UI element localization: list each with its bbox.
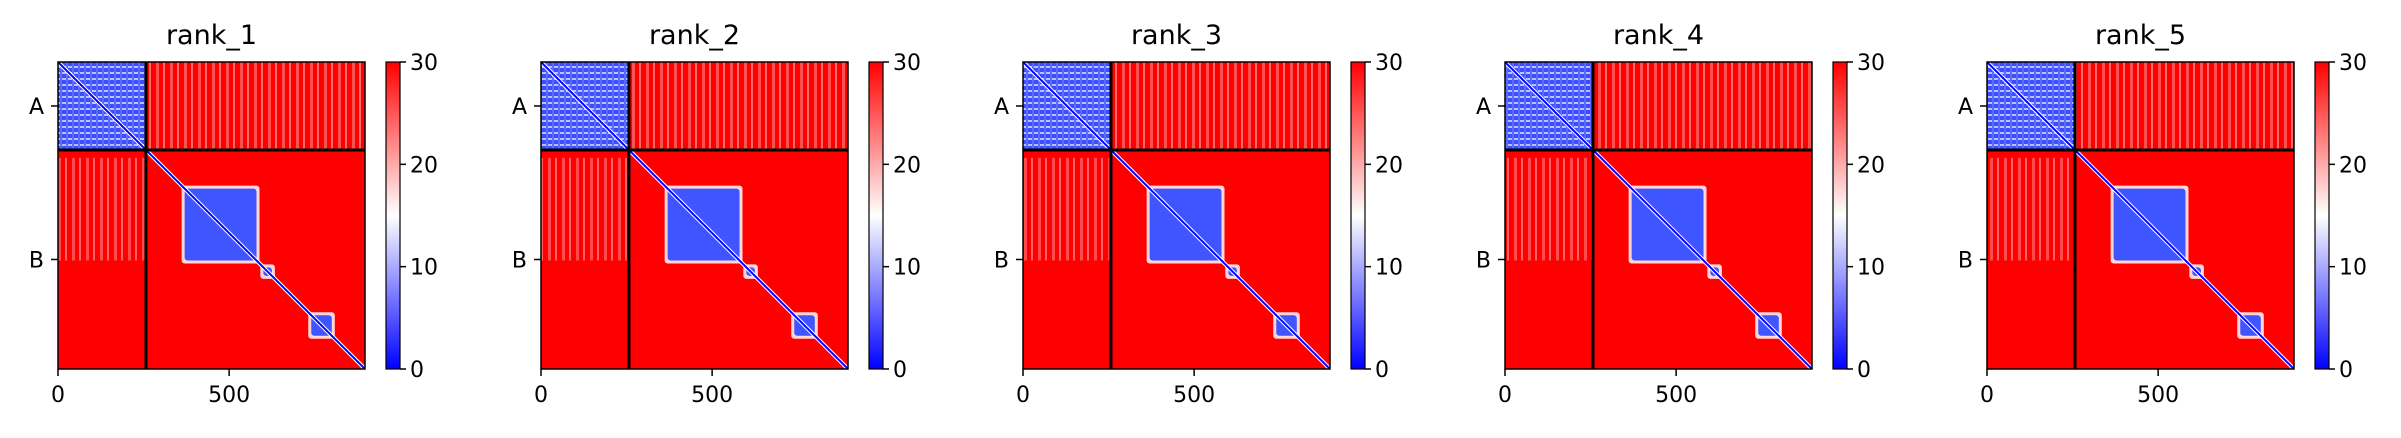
heatmap-image [58,62,365,369]
colorbar [385,61,401,370]
colorbar-tick-label: 30 [410,51,438,76]
diagonal [58,62,365,369]
y-tick-label: B [512,248,527,273]
panel-title: rank_2 [649,20,740,51]
y-tick-label: A [994,95,1009,120]
colorbar-tick-label: 0 [1857,358,1871,383]
diagonal [541,62,848,369]
heatmap-image [1505,62,1812,369]
heatmap-panel-4: rank_4 0 500 A B 0 10 20 30 [1476,20,1885,408]
heatmap-image [1987,62,2294,369]
diagonal [1505,62,1812,369]
inter-chain-region-ba [541,157,629,261]
y-tick-label: A [1958,95,1973,120]
diagonal [1023,62,1330,369]
heatmap-panel-2: rank_2 0 500 A B 0 10 20 30 [512,20,921,408]
inter-chain-region-ba [1505,157,1593,261]
heatmap-panel-1: rank_1 0 500 A B 0 10 20 30 [29,20,438,408]
axes-frame [540,61,849,370]
x-tick-label: 500 [1655,383,1697,408]
panel-title: rank_3 [1131,20,1222,51]
colorbar-tick-label: 0 [1375,358,1389,383]
colorbar-tick-label: 20 [893,153,921,178]
heatmap-panel-5: rank_5 0 500 A B 0 10 20 30 [1958,20,2367,408]
colorbar-tick-label: 20 [410,153,438,178]
colorbar-tick-label: 20 [1857,153,1885,178]
colorbar-tick-label: 10 [2339,256,2367,281]
colorbar-tick-label: 0 [2339,358,2353,383]
panel-title: rank_4 [1613,20,1704,51]
diagonal [1987,62,2294,369]
colorbar-tick-label: 30 [893,51,921,76]
colorbar [1832,61,1848,370]
axes-frame [57,61,366,370]
colorbar-tick-label: 0 [893,358,907,383]
y-tick-label: B [29,248,44,273]
colorbar-tick-label: 10 [410,256,438,281]
colorbar-tick-label: 0 [410,358,424,383]
x-tick-label: 0 [534,383,548,408]
y-tick-label: B [1476,248,1491,273]
inter-chain-region-ab [628,62,848,150]
x-tick-label: 500 [2137,383,2179,408]
x-tick-label: 500 [1173,383,1215,408]
panel-title: rank_5 [2095,20,2186,51]
y-tick-label: A [29,95,44,120]
inter-chain-region-ba [1023,157,1111,261]
inter-chain-region-ba [58,157,146,261]
colorbar-tick-label: 10 [1375,256,1403,281]
y-tick-label: A [512,95,527,120]
axes-frame [1986,61,2295,370]
axes-frame [1504,61,1813,370]
inter-chain-region-ab [2074,62,2294,150]
inter-chain-region-ab [1110,62,1330,150]
x-tick-label: 0 [51,383,65,408]
inter-chain-region-ab [145,62,365,150]
heatmap-image [541,62,848,369]
heatmap-panel-3: rank_3 0 500 A B 0 10 20 30 [994,20,1403,408]
colorbar-tick-label: 20 [2339,153,2367,178]
colorbar-tick-label: 30 [2339,51,2367,76]
x-tick-label: 0 [1980,383,1994,408]
panel-title: rank_1 [166,20,257,51]
colorbar [2314,61,2330,370]
y-tick-label: B [994,248,1009,273]
colorbar-tick-label: 30 [1857,51,1885,76]
inter-chain-region-ab [1592,62,1812,150]
heatmap-image [1023,62,1330,369]
x-tick-label: 500 [691,383,733,408]
colorbar-tick-label: 20 [1375,153,1403,178]
y-tick-label: A [1476,95,1491,120]
x-tick-label: 0 [1498,383,1512,408]
colorbar-tick-label: 30 [1375,51,1403,76]
y-tick-label: B [1958,248,1973,273]
axes-frame [1022,61,1331,370]
colorbar-tick-label: 10 [1857,256,1885,281]
x-tick-label: 0 [1016,383,1030,408]
x-tick-label: 500 [208,383,250,408]
colorbar [868,61,884,370]
colorbar-tick-label: 10 [893,256,921,281]
inter-chain-region-ba [1987,157,2075,261]
colorbar [1350,61,1366,370]
